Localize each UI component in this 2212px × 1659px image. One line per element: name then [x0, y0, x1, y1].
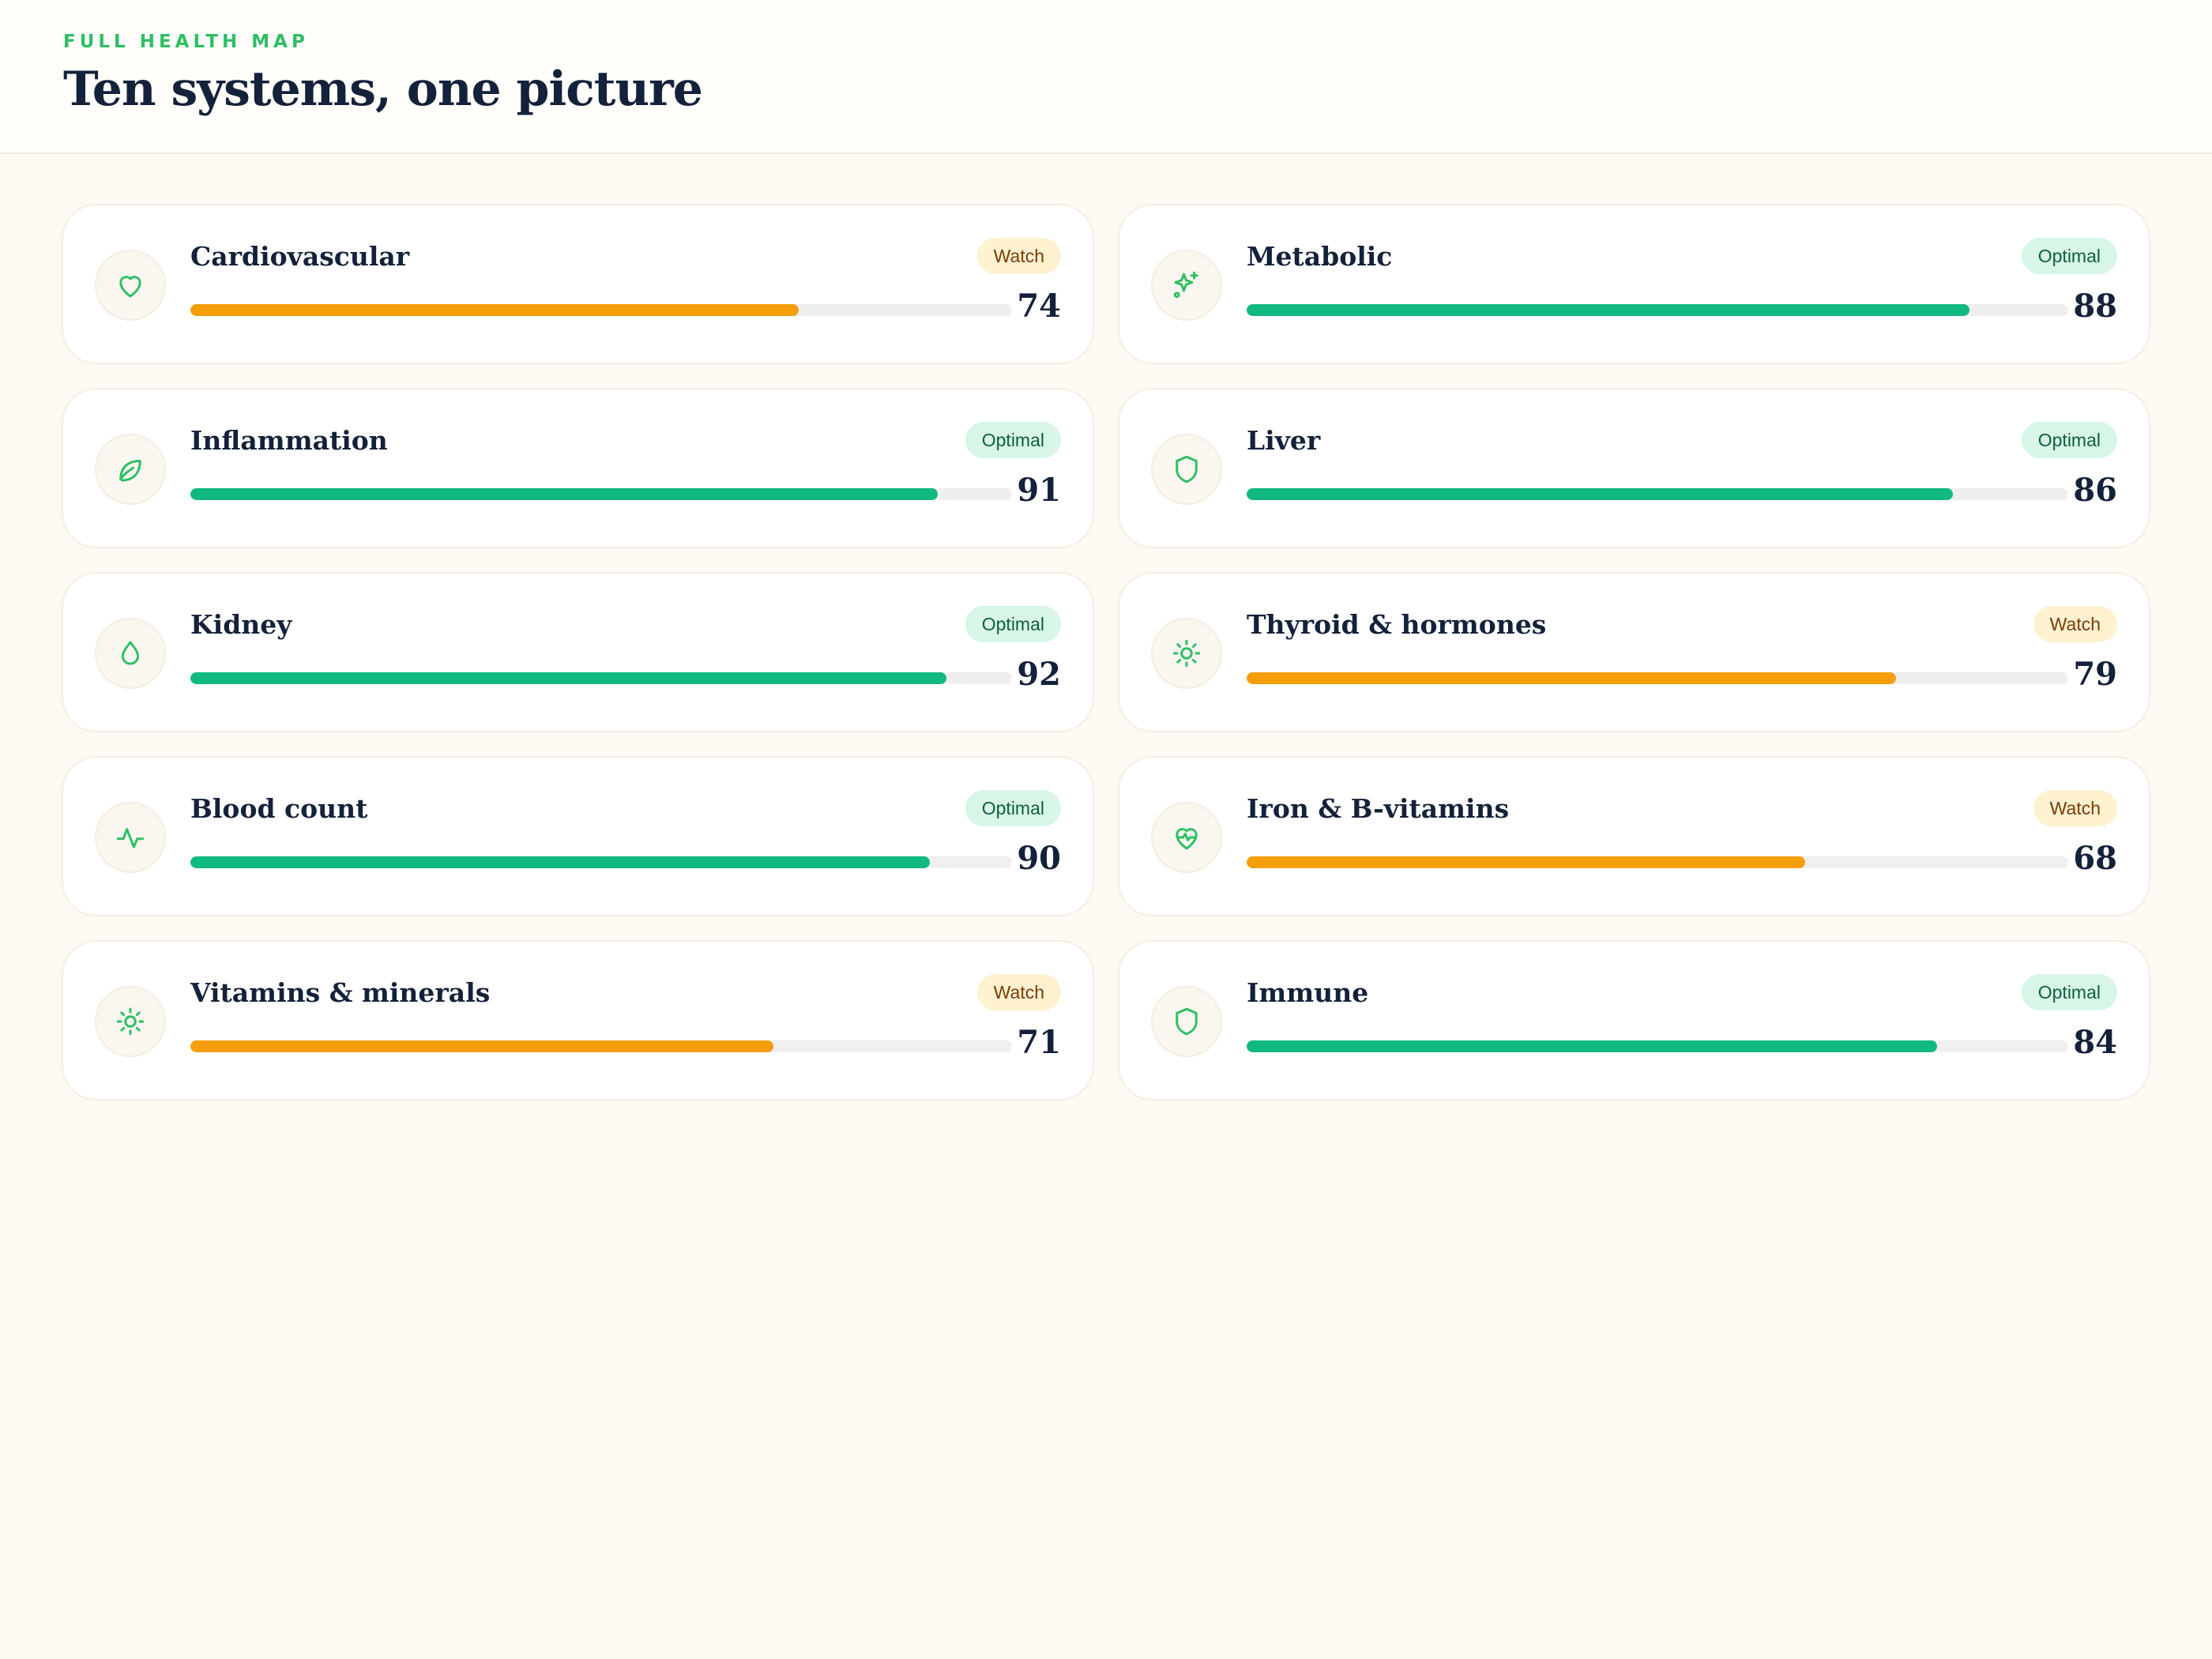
- status-badge: Optimal: [965, 790, 1061, 826]
- score-bar: [1247, 856, 2068, 868]
- leaf-icon: [95, 434, 166, 505]
- heart-icon: [95, 250, 166, 321]
- heart-pulse-icon: [1151, 802, 1222, 873]
- sun-icon: [95, 986, 166, 1057]
- system-card-iron-and-b-vitamins[interactable]: Iron & B-vitamins Watch 68: [1118, 756, 2150, 916]
- score-bar: [190, 1040, 1012, 1052]
- system-name: Liver: [1247, 425, 1321, 456]
- score-bar-fill: [190, 1040, 774, 1052]
- system-card-cardiovascular[interactable]: Cardiovascular Watch 74: [62, 204, 1094, 364]
- score-bar-fill: [190, 304, 799, 316]
- score-bar-fill: [190, 672, 946, 684]
- score-value: 88: [2073, 288, 2117, 325]
- page-title: Ten systems, one picture: [63, 62, 703, 117]
- system-card-vitamins-and-minerals[interactable]: Vitamins & minerals Watch 71: [62, 940, 1094, 1100]
- score-bar-fill: [1247, 304, 1970, 316]
- system-name: Iron & B-vitamins: [1247, 793, 1510, 824]
- status-badge: Watch: [976, 974, 1061, 1010]
- score-bar: [190, 672, 1012, 684]
- score-bar: [190, 488, 1012, 500]
- system-card-thyroid-and-hormones[interactable]: Thyroid & hormones Watch 79: [1118, 572, 2150, 732]
- status-badge: Watch: [2033, 606, 2117, 642]
- status-badge: Watch: [2033, 790, 2117, 826]
- status-badge: Optimal: [2021, 422, 2117, 458]
- system-name: Thyroid & hormones: [1247, 609, 1547, 640]
- status-badge: Optimal: [2021, 238, 2117, 274]
- score-bar: [190, 304, 1012, 316]
- status-badge: Optimal: [965, 606, 1061, 642]
- page-header: FULL HEALTH MAP Ten systems, one picture: [0, 0, 2212, 154]
- system-name: Vitamins & minerals: [190, 977, 491, 1008]
- droplet-icon: [95, 618, 166, 689]
- score-value: 84: [2073, 1024, 2117, 1061]
- system-card-blood-count[interactable]: Blood count Optimal 90: [62, 756, 1094, 916]
- score-bar: [1247, 672, 2068, 684]
- systems-grid: Cardiovascular Watch 74 Metabolic Optimal 88 I…: [62, 204, 2150, 1100]
- score-bar: [1247, 1040, 2068, 1052]
- system-card-kidney[interactable]: Kidney Optimal 92: [62, 572, 1094, 732]
- score-bar: [1247, 488, 2068, 500]
- system-name: Kidney: [190, 609, 292, 640]
- system-card-immune[interactable]: Immune Optimal 84: [1118, 940, 2150, 1100]
- score-value: 68: [2073, 840, 2117, 877]
- score-value: 71: [1017, 1024, 1061, 1061]
- sun-icon: [1151, 618, 1222, 689]
- score-bar-fill: [190, 488, 939, 500]
- page-eyebrow: FULL HEALTH MAP: [63, 32, 309, 52]
- system-name: Inflammation: [190, 425, 388, 456]
- status-badge: Optimal: [965, 422, 1061, 458]
- score-value: 74: [1017, 288, 1061, 325]
- system-card-inflammation[interactable]: Inflammation Optimal 91: [62, 388, 1094, 548]
- score-bar-fill: [1247, 672, 1896, 684]
- system-name: Blood count: [190, 793, 368, 824]
- score-bar-fill: [1247, 488, 1954, 500]
- score-bar: [1247, 304, 2068, 316]
- system-card-metabolic[interactable]: Metabolic Optimal 88: [1118, 204, 2150, 364]
- score-bar-fill: [1247, 1040, 1937, 1052]
- shield-icon: [1151, 986, 1222, 1057]
- score-bar: [190, 856, 1012, 868]
- score-bar-fill: [190, 856, 930, 868]
- shield-icon: [1151, 434, 1222, 505]
- system-card-liver[interactable]: Liver Optimal 86: [1118, 388, 2150, 548]
- status-badge: Watch: [976, 238, 1061, 274]
- score-value: 86: [2073, 472, 2117, 509]
- sparkles-icon: [1151, 250, 1222, 321]
- system-name: Immune: [1247, 977, 1369, 1008]
- system-name: Cardiovascular: [190, 241, 410, 272]
- score-bar-fill: [1247, 856, 1806, 868]
- status-badge: Optimal: [2021, 974, 2117, 1010]
- activity-icon: [95, 802, 166, 873]
- system-name: Metabolic: [1247, 241, 1393, 272]
- score-value: 91: [1017, 472, 1061, 509]
- score-value: 79: [2073, 656, 2117, 693]
- score-value: 92: [1017, 656, 1061, 693]
- score-value: 90: [1017, 840, 1061, 877]
